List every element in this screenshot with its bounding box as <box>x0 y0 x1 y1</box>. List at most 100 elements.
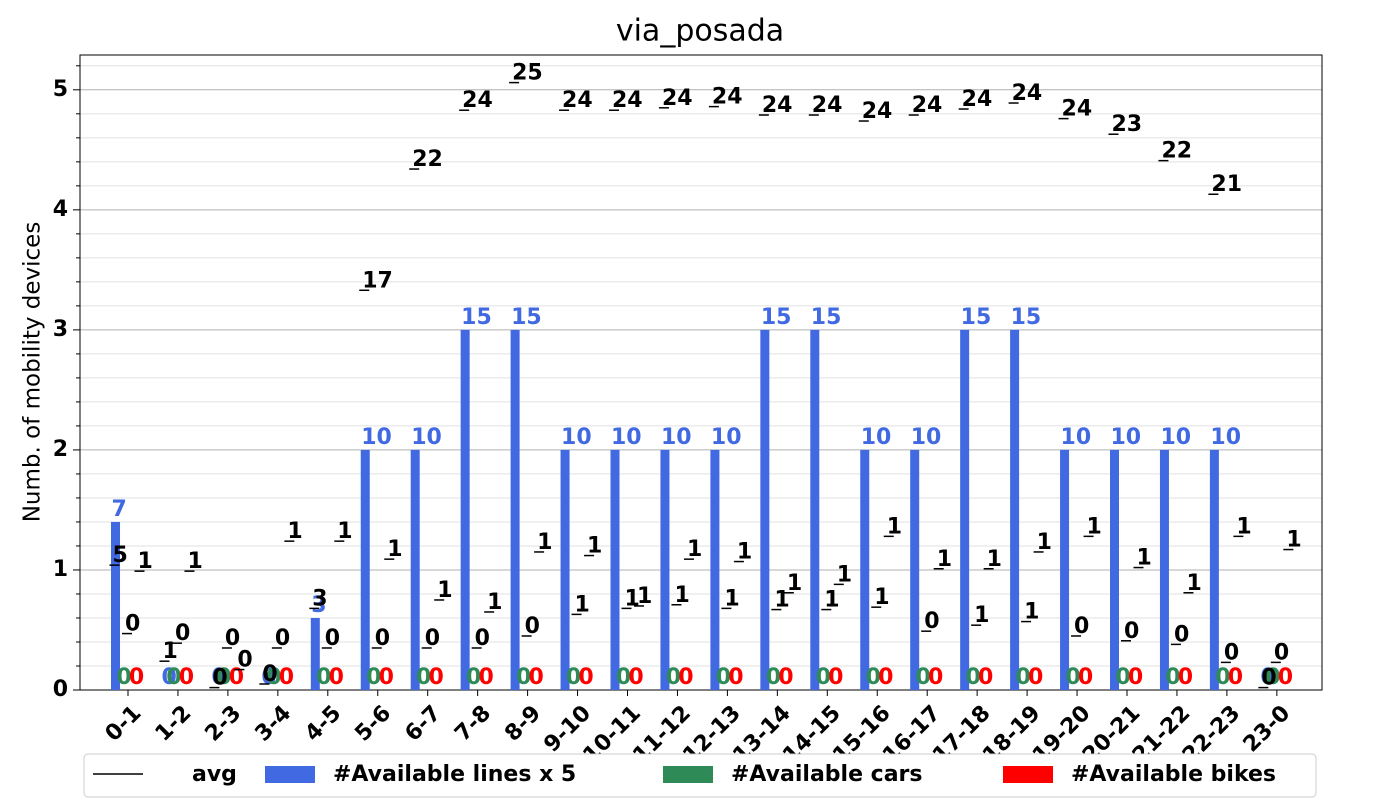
x-tick-label: 1-2 <box>151 701 197 747</box>
bar-label: 10 <box>611 425 642 450</box>
bar-label: 0 <box>666 665 681 690</box>
bar <box>710 449 720 690</box>
bar-label: 0 <box>778 665 793 690</box>
bar-label: 0 <box>616 665 631 690</box>
bar-label: 0 <box>816 665 831 690</box>
avg-label: 24 <box>1062 97 1093 122</box>
bar-label: 0 <box>166 665 181 690</box>
bar <box>810 329 820 690</box>
avg-label: 1 <box>1037 530 1052 555</box>
bar-label: 0 <box>1260 665 1275 690</box>
avg-label: 1 <box>737 540 752 565</box>
avg-label: 1 <box>138 549 153 574</box>
avg-label: 1 <box>387 537 402 562</box>
x-tick-label: 7-8 <box>450 701 496 747</box>
bar <box>910 449 920 690</box>
bar-label: 0 <box>279 665 294 690</box>
bar-label: 0 <box>866 665 881 690</box>
avg-label: 0 <box>175 621 190 646</box>
x-tick-label: 2-3 <box>201 701 247 747</box>
bar-label: 0 <box>329 665 344 690</box>
bar-label: 0 <box>978 665 993 690</box>
avg-label: 0 <box>125 612 140 637</box>
avg-label: 1 <box>162 639 177 664</box>
bar-label: 0 <box>1215 665 1230 690</box>
avg-label: 0 <box>1274 640 1289 665</box>
avg-label: 1 <box>1236 514 1251 539</box>
avg-label: 1 <box>687 537 702 562</box>
avg-label: 1 <box>1024 600 1039 625</box>
bar-label: 0 <box>916 665 931 690</box>
avg-label: 5 <box>113 543 128 568</box>
bar <box>310 617 320 690</box>
bar-label: 10 <box>861 425 892 450</box>
bar-label: 0 <box>466 665 481 690</box>
legend-label: #Available lines x 5 <box>333 762 576 787</box>
x-tick-label: 4-5 <box>301 701 347 747</box>
avg-label: 1 <box>337 519 352 544</box>
bar-label: 0 <box>1065 665 1080 690</box>
bar-label: 0 <box>1115 665 1130 690</box>
y-axis-label: Numb. of mobility devices <box>20 222 46 523</box>
bar-label: 0 <box>1278 665 1293 690</box>
avg-label: 24 <box>462 88 493 113</box>
avg-label: 1 <box>887 514 902 539</box>
bar <box>760 329 770 690</box>
bar-label: 0 <box>628 665 643 690</box>
legend-label: #Available bikes <box>1071 762 1276 787</box>
avg-label: 17 <box>362 268 393 293</box>
bar-label: 7 <box>112 497 127 522</box>
avg-label: 24 <box>662 86 693 111</box>
y-tick-label: 4 <box>53 197 68 222</box>
bar <box>510 329 520 690</box>
bar-label: 0 <box>179 665 194 690</box>
avg-label: 0 <box>1174 622 1189 647</box>
legend-swatch <box>1003 766 1053 783</box>
avg-label: 1 <box>674 583 689 608</box>
legend-swatch <box>265 766 315 783</box>
bar-label: 10 <box>561 425 592 450</box>
bar-label: 0 <box>965 665 980 690</box>
bar-label: 0 <box>1178 665 1193 690</box>
bar-label: 0 <box>678 665 693 690</box>
bar-label: 0 <box>828 665 843 690</box>
chart-title: via_posada <box>616 14 784 49</box>
bar-label: 0 <box>229 665 244 690</box>
bar-label: 0 <box>728 665 743 690</box>
x-tick-label: 23-0 <box>1239 701 1296 758</box>
bar-label: 15 <box>461 305 492 330</box>
bar-label: 15 <box>761 305 792 330</box>
avg-label: 1 <box>187 549 202 574</box>
bar-label: 10 <box>1210 425 1241 450</box>
avg-label: 24 <box>862 99 893 124</box>
bar-label: 0 <box>1028 665 1043 690</box>
plot-frame <box>79 54 1323 691</box>
bar-label: 0 <box>478 665 493 690</box>
avg-label: 1 <box>987 547 1002 572</box>
avg-label: 0 <box>525 614 540 639</box>
y-tick-label: 2 <box>53 437 68 462</box>
bar-label: 0 <box>1228 665 1243 690</box>
avg-label: 1 <box>537 530 552 555</box>
bar <box>360 449 370 690</box>
avg-label: 0 <box>212 666 227 691</box>
bar <box>660 449 670 690</box>
avg-label: 1 <box>837 562 852 587</box>
avg-label: 0 <box>924 609 939 634</box>
bar-label: 0 <box>211 665 226 690</box>
avg-label: 1 <box>787 571 802 596</box>
avg-label: 1 <box>437 578 452 603</box>
bar <box>1010 329 1020 690</box>
bar <box>860 449 870 690</box>
bar-label: 10 <box>911 425 942 450</box>
avg-label: 24 <box>1012 81 1043 106</box>
bar-label: 0 <box>766 665 781 690</box>
bar-label: 0 <box>1165 665 1180 690</box>
avg-label: 0 <box>275 626 290 651</box>
avg-label: 23 <box>1112 112 1143 137</box>
bar-label: 0 <box>528 665 543 690</box>
avg-label: 0 <box>262 662 277 687</box>
avg-label: 24 <box>962 87 993 112</box>
bar-label: 0 <box>161 665 176 690</box>
